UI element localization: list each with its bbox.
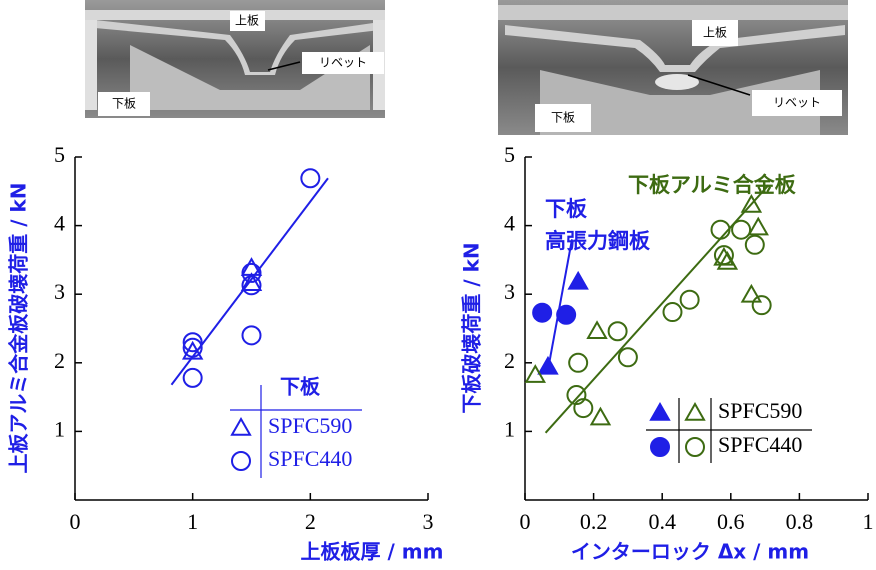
legend-marker: [651, 438, 669, 456]
point: [732, 221, 750, 239]
y-tick-label: 3: [54, 279, 65, 304]
photo-label: 下板: [551, 111, 575, 125]
legend-marker: [232, 419, 250, 435]
point: [301, 169, 319, 187]
point: [609, 322, 627, 340]
photo-label: 上板: [235, 14, 259, 28]
annotation: 下板アルミ合金板: [628, 173, 797, 197]
point: [619, 348, 637, 366]
x-tick-label: 0: [70, 509, 81, 534]
x-tick-label: 0.2: [580, 509, 608, 534]
legend-label: SPFC440: [268, 446, 352, 471]
x-tick-label: 1: [863, 509, 874, 534]
photo-label: リベット: [319, 56, 367, 70]
point: [588, 322, 606, 338]
x-axis-title: インターロック Δx / mm: [571, 540, 809, 564]
legend-marker: [651, 404, 669, 420]
y-axis-title: 下板破壊荷重 / kN: [460, 242, 484, 413]
point: [742, 286, 760, 302]
y-tick-label: 1: [54, 416, 65, 441]
point: [753, 296, 771, 314]
y-tick-label: 4: [504, 211, 515, 236]
photo-label: 上板: [703, 26, 727, 40]
x-axis-title: 上板板厚 / mm: [301, 540, 444, 564]
point: [533, 304, 551, 322]
y-tick-label: 1: [504, 416, 515, 441]
point: [663, 303, 681, 321]
legend-marker: [686, 404, 704, 420]
x-tick-label: 0.8: [786, 509, 814, 534]
y-tick-label: 3: [504, 279, 515, 304]
point: [746, 236, 764, 254]
x-tick-label: 3: [423, 509, 434, 534]
legend-label: SPFC590: [718, 398, 802, 423]
x-tick-label: 0.4: [648, 509, 676, 534]
x-tick-label: 2: [305, 509, 316, 534]
photo-label: 下板: [112, 97, 136, 111]
legend-label: SPFC440: [718, 432, 802, 457]
figure: 上板 リベット 下板 上板 リベット 下板 0 1 2 3 1 2 3 4 5 上板板厚 / mm…: [0, 0, 876, 570]
fit-line: [548, 239, 572, 369]
point: [184, 369, 202, 387]
y-tick-label: 2: [54, 348, 65, 373]
y-axis-title: 上板アルミ合金板破壊荷重 / kN: [7, 182, 31, 473]
y-tick-label: 2: [504, 348, 515, 373]
annotation: 下板: [545, 197, 588, 221]
photo-label: リベット: [773, 96, 821, 110]
point: [681, 291, 699, 309]
legend-label: SPFC590: [268, 413, 352, 438]
annotation: 高張力鋼板: [545, 229, 651, 253]
x-tick-label: 1: [187, 509, 198, 534]
legend-marker: [232, 452, 250, 470]
point: [569, 354, 587, 372]
point: [712, 221, 730, 239]
point: [243, 326, 261, 344]
point: [539, 358, 557, 374]
legend-marker: [686, 438, 704, 456]
x-tick-label: 0.6: [717, 509, 745, 534]
legend-title: 下板: [280, 375, 321, 399]
x-tick-label: 0: [520, 509, 531, 534]
point: [749, 219, 767, 235]
y-tick-label: 4: [54, 211, 65, 236]
point: [557, 306, 575, 324]
y-tick-label: 5: [504, 142, 515, 167]
point: [569, 273, 587, 289]
y-tick-label: 5: [54, 142, 65, 167]
point: [591, 409, 609, 425]
